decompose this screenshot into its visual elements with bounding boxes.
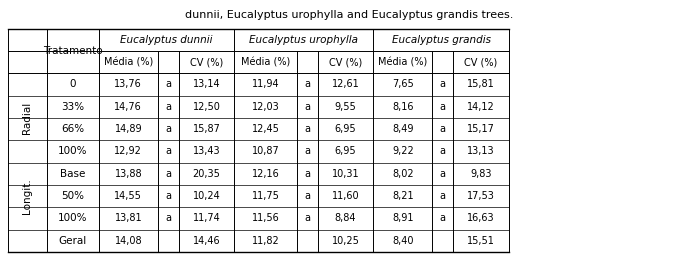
Text: 6,95: 6,95 — [335, 146, 357, 156]
Text: Radial: Radial — [22, 102, 33, 134]
Text: 8,91: 8,91 — [392, 213, 414, 223]
Text: 13,14: 13,14 — [193, 79, 221, 89]
Text: Eucalyptus dunnii: Eucalyptus dunnii — [120, 35, 213, 45]
Text: a: a — [165, 79, 171, 89]
Text: 17,53: 17,53 — [467, 191, 495, 201]
Text: 12,50: 12,50 — [193, 102, 221, 112]
Text: Média (%): Média (%) — [378, 57, 427, 67]
Text: a: a — [165, 191, 171, 201]
Text: 50%: 50% — [61, 191, 84, 201]
Text: 12,92: 12,92 — [114, 146, 142, 156]
Text: a: a — [440, 102, 446, 112]
Text: a: a — [165, 213, 171, 223]
Text: 9,83: 9,83 — [470, 169, 492, 179]
Text: 100%: 100% — [58, 146, 87, 156]
Text: CV (%): CV (%) — [190, 57, 223, 67]
Text: 11,75: 11,75 — [252, 191, 279, 201]
Text: a: a — [165, 124, 171, 134]
Text: 15,87: 15,87 — [193, 124, 221, 134]
Text: Longit.: Longit. — [22, 178, 33, 214]
Text: 14,76: 14,76 — [114, 102, 142, 112]
Text: a: a — [440, 124, 446, 134]
Text: 13,43: 13,43 — [193, 146, 221, 156]
Text: a: a — [440, 79, 446, 89]
Text: 8,21: 8,21 — [392, 191, 414, 201]
Text: Base: Base — [60, 169, 85, 179]
Text: 66%: 66% — [61, 124, 84, 134]
Text: 11,74: 11,74 — [193, 213, 221, 223]
Text: a: a — [165, 169, 171, 179]
Text: 12,45: 12,45 — [252, 124, 279, 134]
Text: a: a — [304, 191, 311, 201]
Text: 100%: 100% — [58, 213, 87, 223]
Text: dunnii, Eucalyptus urophylla and Eucalyptus grandis trees.: dunnii, Eucalyptus urophylla and Eucalyp… — [185, 10, 513, 20]
Text: a: a — [165, 146, 171, 156]
Text: 14,89: 14,89 — [114, 124, 142, 134]
Text: 15,51: 15,51 — [467, 236, 495, 246]
Text: Tratamento: Tratamento — [43, 46, 103, 56]
Text: 14,55: 14,55 — [114, 191, 142, 201]
Text: 10,24: 10,24 — [193, 191, 221, 201]
Text: a: a — [304, 79, 311, 89]
Text: Geral: Geral — [59, 236, 87, 246]
Text: 8,49: 8,49 — [392, 124, 414, 134]
Text: 8,40: 8,40 — [392, 236, 414, 246]
Text: a: a — [304, 146, 311, 156]
Text: 12,03: 12,03 — [252, 102, 279, 112]
Text: 10,31: 10,31 — [332, 169, 359, 179]
Text: Média (%): Média (%) — [241, 57, 290, 67]
Text: a: a — [440, 213, 446, 223]
Text: 20,35: 20,35 — [193, 169, 221, 179]
Text: 13,13: 13,13 — [467, 146, 495, 156]
Text: 10,25: 10,25 — [332, 236, 359, 246]
Text: 8,16: 8,16 — [392, 102, 414, 112]
Text: a: a — [304, 169, 311, 179]
Text: a: a — [440, 146, 446, 156]
Text: 0: 0 — [69, 79, 76, 89]
Text: 8,84: 8,84 — [335, 213, 356, 223]
Text: 15,17: 15,17 — [467, 124, 495, 134]
Text: 14,12: 14,12 — [467, 102, 495, 112]
Text: 12,61: 12,61 — [332, 79, 359, 89]
Text: 7,65: 7,65 — [392, 79, 414, 89]
Text: 11,94: 11,94 — [252, 79, 279, 89]
Text: a: a — [165, 102, 171, 112]
Text: Eucalyptus urophylla: Eucalyptus urophylla — [249, 35, 358, 45]
Text: a: a — [304, 213, 311, 223]
Text: 13,88: 13,88 — [114, 169, 142, 179]
Text: a: a — [304, 102, 311, 112]
Text: Média (%): Média (%) — [103, 57, 153, 67]
Text: 15,81: 15,81 — [467, 79, 495, 89]
Text: 11,56: 11,56 — [252, 213, 279, 223]
Text: 8,02: 8,02 — [392, 169, 414, 179]
Text: Eucalyptus grandis: Eucalyptus grandis — [392, 35, 491, 45]
Text: CV (%): CV (%) — [464, 57, 498, 67]
Text: 12,16: 12,16 — [252, 169, 279, 179]
Text: a: a — [440, 191, 446, 201]
Text: 11,82: 11,82 — [252, 236, 279, 246]
Text: 16,63: 16,63 — [467, 213, 495, 223]
Text: 14,08: 14,08 — [114, 236, 142, 246]
Text: 11,60: 11,60 — [332, 191, 359, 201]
Text: 10,87: 10,87 — [252, 146, 279, 156]
Text: 33%: 33% — [61, 102, 84, 112]
Text: CV (%): CV (%) — [329, 57, 362, 67]
Text: 14,46: 14,46 — [193, 236, 221, 246]
Text: 9,22: 9,22 — [392, 146, 414, 156]
Text: 6,95: 6,95 — [335, 124, 357, 134]
Text: 13,76: 13,76 — [114, 79, 142, 89]
Text: a: a — [304, 124, 311, 134]
Text: a: a — [440, 169, 446, 179]
Text: 13,81: 13,81 — [114, 213, 142, 223]
Text: 9,55: 9,55 — [334, 102, 357, 112]
